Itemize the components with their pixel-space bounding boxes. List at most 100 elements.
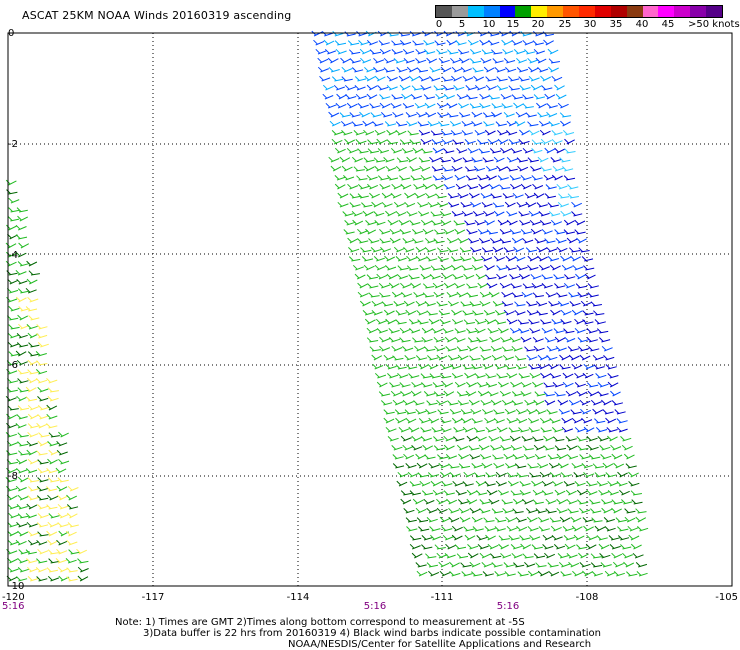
wind-barb	[599, 445, 611, 451]
wind-barb	[56, 548, 68, 555]
wind-barb	[369, 103, 381, 109]
wind-barb	[621, 499, 633, 505]
wind-barb	[436, 507, 448, 514]
wind-barb	[7, 530, 19, 537]
wind-barb	[356, 31, 368, 37]
wind-barb	[528, 427, 540, 433]
wind-barb	[17, 378, 29, 384]
wind-barb	[550, 219, 562, 226]
wind-barb	[499, 229, 511, 235]
wind-barb	[597, 436, 609, 442]
wind-barb	[511, 400, 523, 406]
wind-barb	[437, 112, 449, 118]
wind-barb	[381, 201, 393, 208]
wind-barb	[594, 418, 606, 424]
wind-barb	[462, 310, 474, 316]
wind-barb	[27, 431, 39, 438]
wind-barb	[446, 247, 459, 253]
wind-barb	[587, 390, 599, 397]
wind-barb	[460, 256, 472, 262]
wind-barb	[492, 301, 504, 307]
wind-barb	[389, 237, 401, 244]
wind-barb	[66, 504, 79, 510]
wind-barb	[425, 111, 437, 118]
wind-barb	[402, 444, 414, 451]
wind-barb	[367, 183, 378, 190]
wind-barb	[359, 48, 371, 55]
wind-barb	[434, 40, 446, 46]
wind-barb	[562, 526, 574, 532]
wind-barb	[483, 310, 495, 316]
wind-barb	[374, 165, 386, 172]
wind-barb	[480, 57, 492, 64]
wind-barb	[405, 517, 417, 523]
wind-barb	[456, 346, 469, 352]
wind-barb	[416, 570, 428, 577]
wind-barb	[424, 301, 436, 307]
wind-barb	[603, 517, 615, 523]
wind-barb	[405, 364, 418, 370]
wind-barb	[481, 255, 493, 262]
wind-barb	[421, 382, 433, 388]
wind-barb	[364, 318, 376, 325]
wind-barb	[455, 40, 467, 46]
wind-barb	[464, 30, 476, 37]
wind-barb	[585, 543, 597, 550]
wind-barb	[471, 120, 483, 127]
wind-barb	[395, 319, 407, 325]
wind-barb	[506, 219, 518, 226]
wind-barb	[509, 336, 521, 343]
wind-barb	[467, 39, 479, 46]
wind-barb	[396, 480, 408, 487]
wind-barb	[513, 102, 524, 109]
wind-barb	[455, 183, 467, 190]
wind-barb	[586, 436, 598, 442]
wind-barb	[8, 197, 20, 204]
wind-barb	[431, 139, 443, 145]
wind-barb	[532, 499, 544, 505]
wind-barb	[339, 156, 351, 163]
wind-barb	[37, 396, 49, 402]
wind-barb	[335, 102, 347, 109]
wind-barb	[328, 67, 340, 73]
wind-barb	[27, 413, 39, 420]
wind-barb	[344, 84, 356, 91]
wind-barb	[35, 351, 47, 357]
wind-barb	[510, 445, 522, 451]
wind-barb	[534, 391, 546, 397]
wind-barb	[601, 399, 612, 406]
wind-barb	[25, 306, 38, 312]
wind-barb	[531, 480, 543, 487]
wind-barb	[572, 264, 584, 271]
wind-barb	[474, 319, 487, 325]
wind-barb	[540, 319, 552, 325]
time-label: 5:16	[364, 601, 386, 612]
wind-barb	[535, 508, 547, 514]
wind-barb	[586, 382, 599, 388]
wind-barb	[441, 76, 453, 82]
wind-barb	[595, 427, 608, 433]
wind-barb	[429, 76, 441, 82]
wind-barb	[329, 120, 341, 127]
wind-barb	[433, 445, 446, 451]
wind-barb	[571, 525, 583, 532]
wind-barb	[541, 85, 553, 91]
wind-barb	[400, 498, 412, 505]
wind-barb	[557, 462, 569, 469]
wind-barb	[357, 291, 369, 298]
wind-barb	[376, 138, 388, 145]
wind-barb	[513, 246, 525, 253]
wind-barb	[522, 103, 534, 109]
wind-barb	[498, 543, 509, 550]
wind-barb	[423, 391, 436, 397]
wind-barb	[538, 264, 550, 271]
wind-barb	[27, 369, 39, 375]
wind-barb	[442, 381, 454, 388]
wind-barb	[415, 562, 427, 568]
wind-barb	[461, 571, 473, 577]
wind-barb	[414, 102, 426, 109]
wind-barb	[407, 130, 419, 136]
wind-barb	[426, 517, 438, 523]
wind-barb	[527, 121, 539, 127]
wind-barb	[551, 75, 563, 82]
